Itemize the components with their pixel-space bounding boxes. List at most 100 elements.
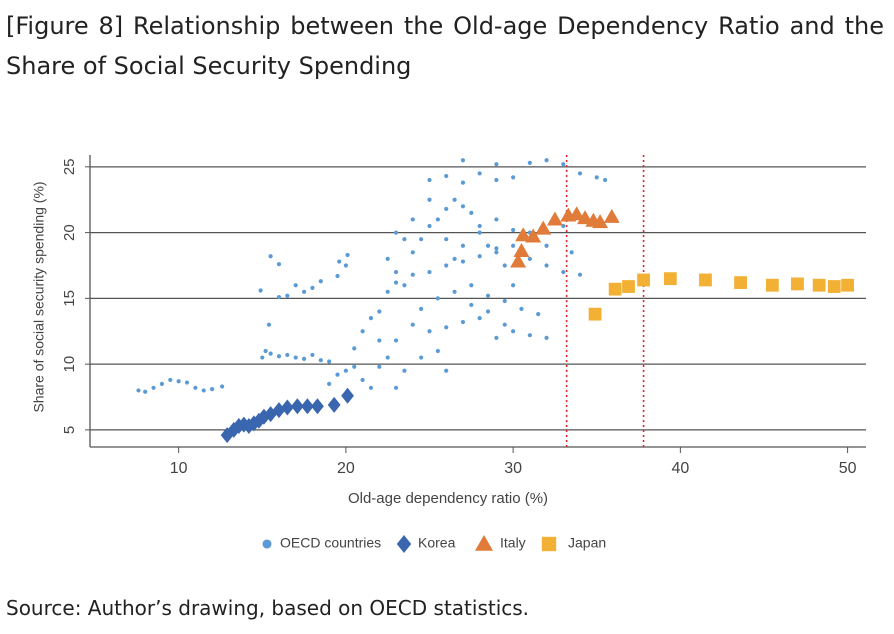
data-point (494, 217, 499, 222)
y-tick-label: 5 (61, 426, 78, 434)
source-note: Source: Author’s drawing, based on OECD … (6, 596, 530, 620)
data-point (427, 197, 432, 202)
data-point (377, 309, 382, 314)
data-point (343, 368, 348, 373)
data-point (494, 162, 499, 167)
data-point (419, 306, 424, 311)
data-point (402, 283, 407, 288)
data-point (469, 210, 474, 215)
data-point (477, 254, 482, 259)
data-point (544, 335, 549, 340)
data-point (485, 243, 491, 248)
data-point (410, 250, 415, 255)
data-point (444, 263, 449, 268)
data-point (485, 309, 491, 314)
data-point (402, 368, 407, 373)
data-point (393, 230, 399, 235)
data-point (477, 315, 482, 321)
data-point (577, 272, 583, 277)
data-point (511, 283, 516, 288)
data-point (427, 177, 432, 183)
data-point (393, 338, 399, 343)
data-point (360, 329, 365, 334)
data-point (603, 177, 608, 183)
data-point (460, 259, 466, 264)
data-point (318, 279, 323, 284)
data-point (435, 348, 440, 354)
legend-label: OECD countries (280, 535, 381, 551)
data-point (812, 278, 826, 292)
data-point (452, 197, 457, 202)
data-point (402, 237, 407, 242)
data-point (765, 278, 779, 292)
data-point (535, 220, 552, 235)
data-point (460, 180, 466, 185)
data-point (561, 269, 566, 275)
y-tick-label: 15 (61, 290, 78, 307)
data-point (143, 389, 148, 394)
data-point (377, 338, 382, 343)
data-point (502, 322, 507, 327)
data-point (301, 356, 307, 361)
data-point (176, 379, 181, 384)
data-point (393, 385, 399, 390)
data-point (327, 359, 332, 364)
data-point (260, 355, 265, 360)
data-point (444, 206, 449, 212)
data-point (266, 322, 272, 327)
data-point (435, 217, 440, 222)
data-point (603, 208, 620, 223)
data-point (410, 217, 415, 222)
data-point (502, 263, 507, 268)
data-point (257, 408, 271, 425)
data-point (368, 385, 374, 390)
x-tick-label: 20 (337, 460, 355, 477)
data-point (285, 352, 290, 358)
data-point (159, 381, 165, 386)
data-point (327, 381, 332, 386)
legend-label: Korea (418, 535, 456, 551)
data-point (242, 417, 256, 434)
data-point (460, 243, 466, 248)
data-point (201, 388, 206, 393)
data-point (419, 237, 424, 242)
data-point (311, 398, 324, 415)
data-point (318, 358, 323, 363)
data-point (268, 351, 273, 356)
data-point (452, 289, 457, 294)
x-tick-label: 40 (671, 460, 689, 477)
data-point (577, 171, 583, 176)
data-point (469, 302, 474, 308)
data-point (276, 294, 282, 300)
data-point (220, 384, 225, 389)
x-tick-label: 30 (504, 460, 522, 477)
data-point (335, 273, 340, 279)
data-point (494, 335, 499, 340)
data-point (310, 352, 315, 358)
y-tick-label: 25 (61, 158, 78, 175)
data-point (301, 398, 314, 415)
data-point (293, 283, 298, 288)
data-point (280, 399, 294, 416)
data-point (168, 377, 173, 383)
data-point (485, 293, 491, 298)
data-point (511, 175, 516, 180)
data-point (220, 427, 234, 444)
data-point (368, 315, 374, 321)
data-point (510, 253, 527, 268)
legend-marker (396, 535, 412, 553)
data-point (519, 306, 524, 311)
data-point (310, 285, 315, 290)
data-point (444, 173, 449, 179)
y-axis-title: Share of social security spending (%) (31, 181, 47, 412)
data-point (546, 211, 563, 226)
data-point (268, 254, 273, 259)
data-point (435, 296, 440, 301)
data-point (427, 269, 432, 275)
data-point (494, 250, 499, 255)
data-point (791, 277, 804, 291)
legend-label: Italy (500, 535, 526, 551)
data-point (301, 289, 307, 294)
data-point (469, 283, 474, 288)
